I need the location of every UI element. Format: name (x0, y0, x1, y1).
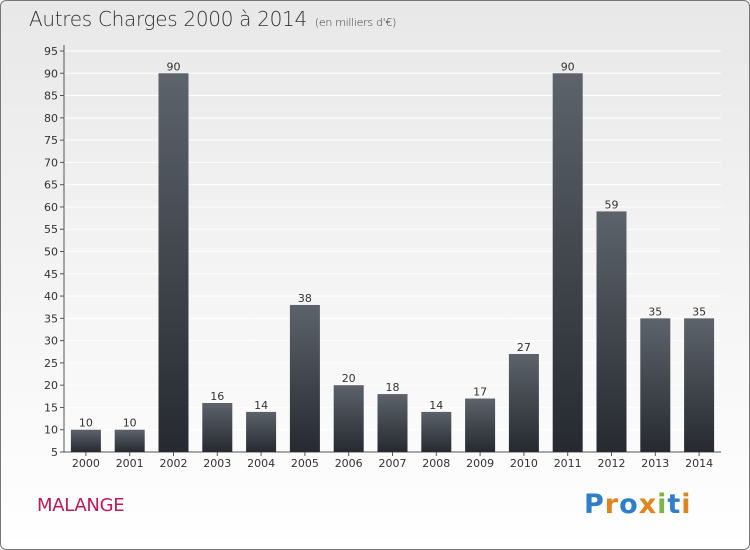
y-tick-label: 20 (44, 379, 58, 392)
y-tick-label: 35 (44, 312, 58, 325)
commune-name: MALANGE (37, 495, 125, 516)
x-tick-label-2012: 2012 (598, 457, 626, 470)
logo-letter: P (584, 489, 605, 520)
x-tick-label-2000: 2000 (72, 457, 100, 470)
data-label-2014: 35 (692, 305, 706, 318)
bars (70, 73, 715, 453)
y-tick-label: 25 (44, 357, 58, 370)
x-tick-label-2004: 2004 (247, 457, 275, 470)
logo-letter: t (667, 489, 682, 520)
bar-2002 (158, 73, 189, 453)
data-label-2006: 20 (342, 372, 356, 385)
bar-2001 (114, 429, 145, 452)
bar-2000 (70, 429, 101, 452)
chart-title-text: Autres Charges 2000 à 2014 (29, 7, 307, 31)
x-tick-label-2013: 2013 (641, 457, 669, 470)
data-label-2005: 38 (298, 292, 312, 305)
y-tick-label: 75 (44, 134, 58, 147)
data-label-2011: 90 (561, 60, 575, 73)
bar-2013 (640, 318, 671, 452)
x-tick-label-2006: 2006 (335, 457, 363, 470)
chart-subtitle: (en milliers d'€) (314, 16, 397, 29)
bar-2009 (465, 398, 496, 452)
logo-letter: o (619, 489, 639, 520)
y-tick-label: 30 (44, 335, 58, 348)
data-label-2000: 10 (79, 417, 93, 430)
y-tick-label: 40 (44, 290, 58, 303)
bar-2006 (333, 385, 364, 452)
data-label-2007: 18 (386, 381, 400, 394)
y-tick-label: 65 (44, 179, 58, 192)
data-label-2012: 59 (605, 198, 619, 211)
data-label-2002: 90 (167, 60, 181, 73)
bar-2005 (289, 304, 320, 452)
x-tick-label-2005: 2005 (291, 457, 319, 470)
data-label-2010: 27 (517, 341, 531, 354)
proxiti-logo[interactable]: Proxiti (584, 489, 692, 520)
x-tick-label-2009: 2009 (466, 457, 494, 470)
logo-letter: i (681, 489, 692, 520)
y-tick-label: 80 (44, 112, 58, 125)
x-tick-label-2001: 2001 (116, 457, 144, 470)
y-tick-label: 95 (44, 45, 58, 58)
bar-2011 (552, 73, 583, 453)
bar-2008 (421, 411, 452, 452)
x-tick-label-2008: 2008 (422, 457, 450, 470)
y-tick-label: 85 (44, 90, 58, 103)
data-label-2013: 35 (648, 305, 662, 318)
x-tick-label-2014: 2014 (685, 457, 713, 470)
bar-2012 (596, 211, 627, 452)
x-tick-label-2007: 2007 (379, 457, 407, 470)
y-tick-label: 55 (44, 223, 58, 236)
x-tick-label-2002: 2002 (160, 457, 188, 470)
y-tick-label: 60 (44, 201, 58, 214)
x-tick-label-2010: 2010 (510, 457, 538, 470)
y-tick-label: 90 (44, 67, 58, 80)
bar-2014 (684, 318, 715, 452)
data-label-2008: 14 (429, 399, 443, 412)
data-label-2009: 17 (473, 386, 487, 399)
y-tick-label: 45 (44, 268, 58, 281)
logo-letter: x (638, 489, 658, 520)
logo-letter: r (604, 489, 620, 520)
y-tick-label: 15 (44, 401, 58, 414)
y-tick-label: 50 (44, 246, 58, 259)
data-labels: 10 10 90 16 14 38 20 18 14 17 27 90 59 35 35 (79, 60, 706, 429)
y-tick-label: 10 (44, 424, 58, 437)
bar-2010 (508, 353, 539, 452)
x-tick-label-2011: 2011 (554, 457, 582, 470)
x-tick-label-2003: 2003 (203, 457, 231, 470)
logo-letter: i (657, 489, 668, 520)
bar-2003 (202, 402, 233, 452)
data-label-2001: 10 (123, 417, 137, 430)
chart-title: Autres Charges 2000 à 2014 (en milliers d… (29, 7, 396, 31)
data-label-2004: 14 (254, 399, 268, 412)
y-tick-label: 70 (44, 156, 58, 169)
data-label-2003: 16 (210, 390, 224, 403)
bar-2007 (377, 394, 408, 452)
y-tick-label: 5 (51, 446, 58, 459)
bar-2004 (246, 411, 277, 452)
